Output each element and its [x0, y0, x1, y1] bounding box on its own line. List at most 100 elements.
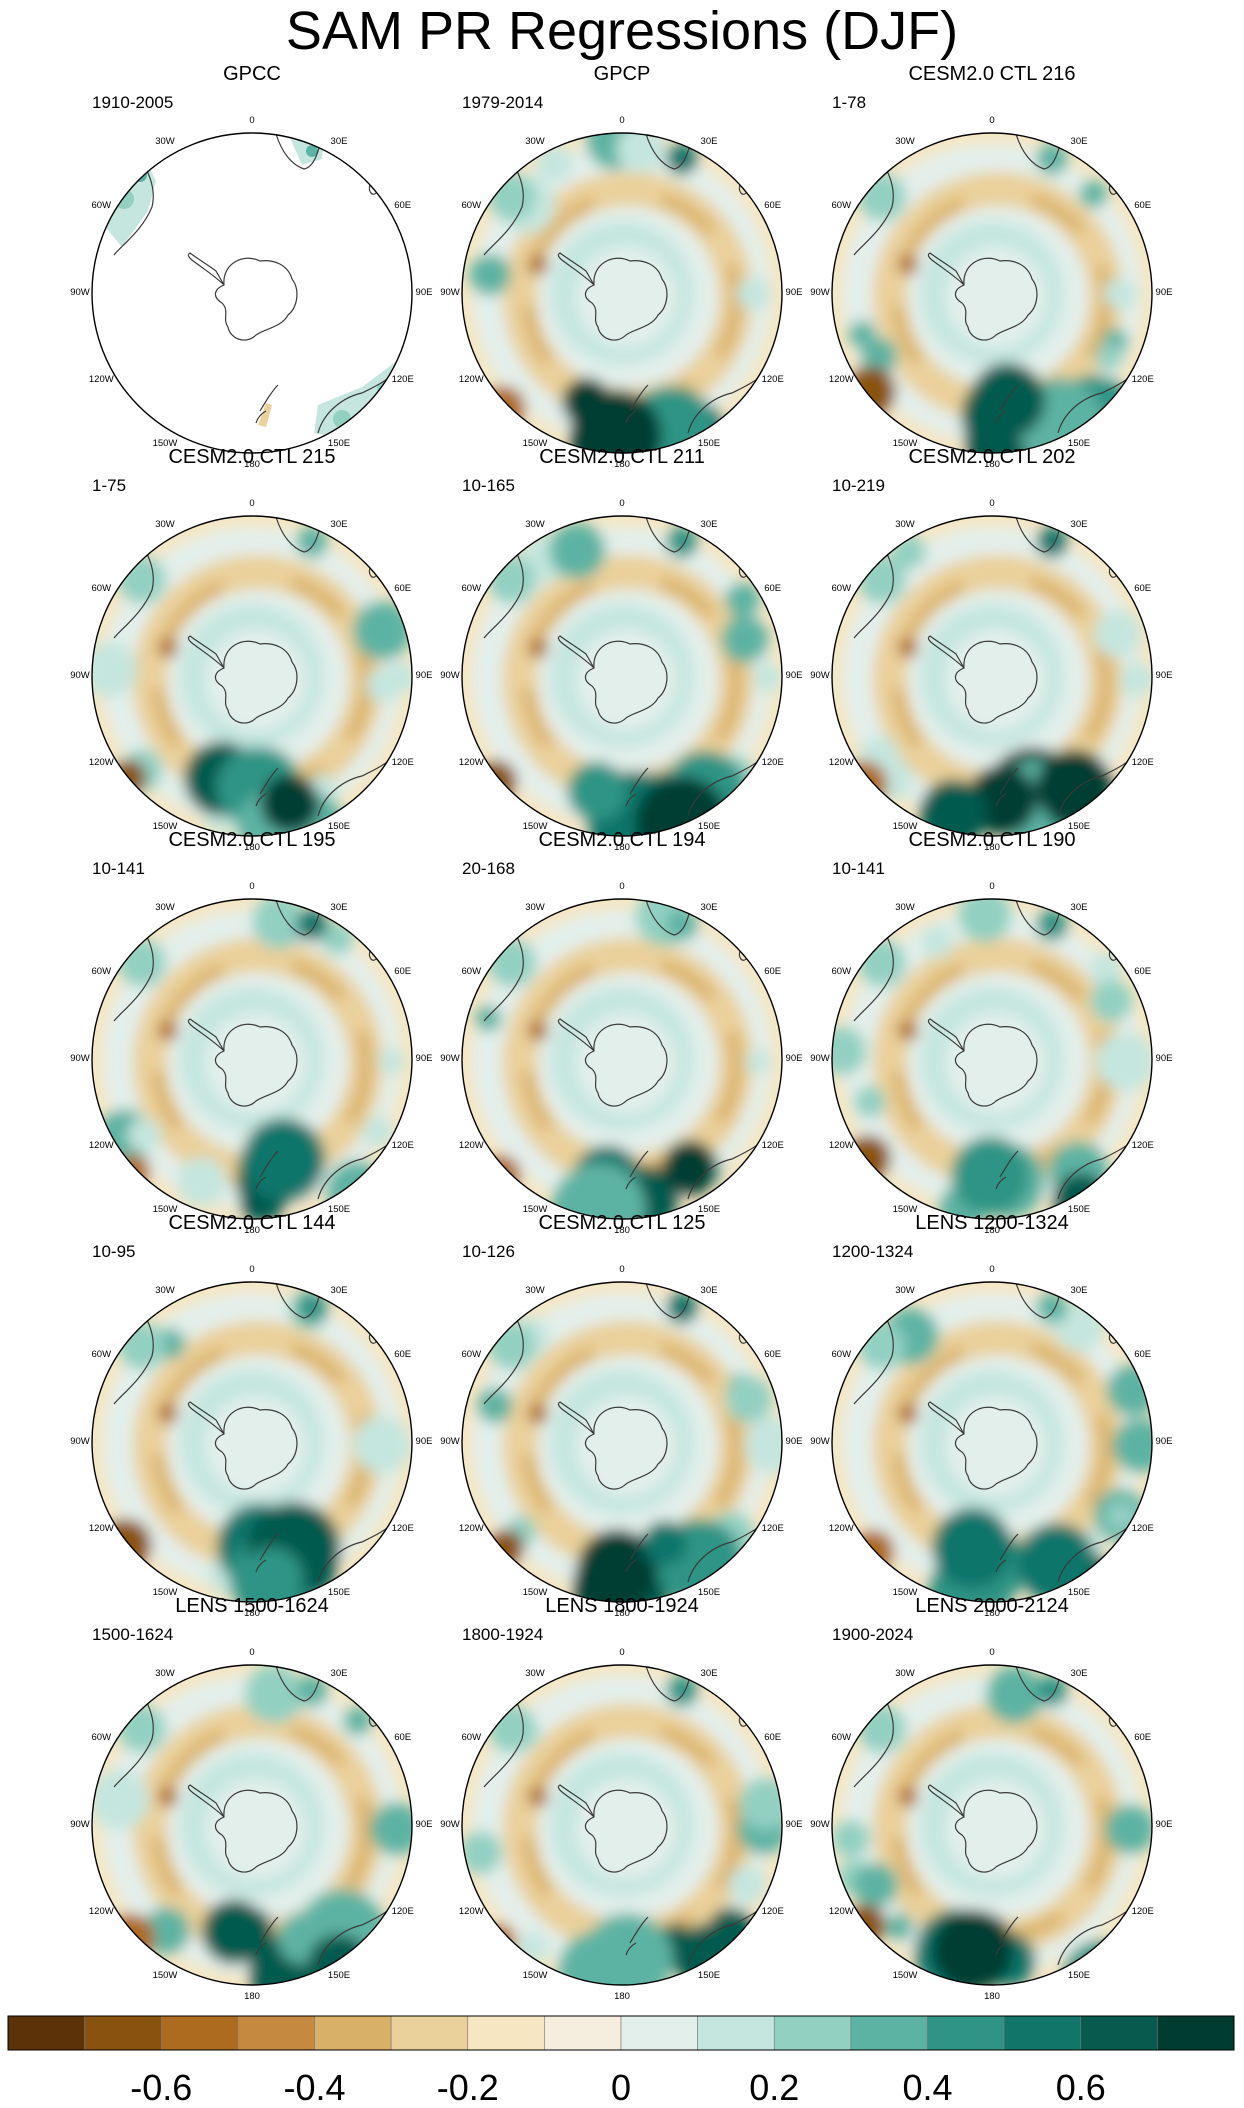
longitude-label: 180: [984, 1225, 1000, 1236]
longitude-label: 30W: [895, 519, 915, 531]
colorbar-swatch: [237, 2015, 315, 2051]
panel-period: 20-168: [462, 859, 515, 878]
longitude-label: 120E: [391, 757, 414, 768]
longitude-label: 120W: [88, 1906, 114, 1917]
map-border: [831, 1664, 1153, 1986]
longitude-label: 150W: [152, 437, 178, 449]
longitude-label: 90E: [1155, 287, 1173, 298]
longitude-label: 30E: [1070, 519, 1088, 531]
longitude-label: 180: [984, 459, 1000, 470]
panel-period: 1500-1624: [92, 1625, 174, 1644]
longitude-label: 120W: [828, 1140, 854, 1151]
longitude-label: 90E: [785, 670, 803, 681]
figure-title: SAM PR Regressions (DJF): [285, 1, 959, 61]
panel-title: CESM2.0 CTL 190: [908, 829, 1076, 851]
longitude-label: 30W: [155, 902, 175, 914]
colorbar-tick-label: 0.4: [902, 2067, 953, 2108]
colorbar-swatch: [390, 2015, 469, 2051]
longitude-label: 90E: [415, 287, 433, 298]
longitude-label: 30W: [155, 136, 175, 148]
longitude-label: 120W: [88, 374, 114, 385]
longitude-label: 0: [249, 115, 255, 126]
colorbar-swatch: [773, 2015, 852, 2051]
colorbar-tick-label: -0.4: [283, 2067, 346, 2108]
longitude-label: 30E: [330, 1668, 348, 1680]
longitude-label: 60E: [394, 1732, 412, 1743]
longitude-label: 90W: [70, 1436, 90, 1447]
longitude-label: 60W: [461, 1732, 482, 1743]
panel-title: GPCP: [593, 63, 651, 85]
longitude-label: 180: [984, 842, 1000, 853]
longitude-label: 180: [614, 1608, 630, 1619]
longitude-label: 90E: [1155, 670, 1173, 681]
longitude-label: 150E: [327, 437, 351, 449]
panel-period: 1800-1924: [462, 1625, 544, 1644]
longitude-label: 90W: [70, 1053, 90, 1064]
longitude-label: 30W: [525, 136, 545, 148]
longitude-label: 120E: [1131, 1523, 1154, 1534]
map-border: [831, 132, 1153, 454]
longitude-label: 30W: [155, 1668, 175, 1680]
longitude-label: 60E: [764, 583, 782, 594]
panel-title: CESM2.0 CTL 211: [539, 446, 705, 468]
colorbar-swatch: [1157, 2015, 1235, 2051]
longitude-label: 150E: [1067, 1203, 1091, 1215]
panel-period: 10-95: [92, 1242, 136, 1261]
longitude-label: 0: [989, 881, 995, 892]
longitude-label: 150W: [892, 1203, 918, 1215]
longitude-label: 90W: [440, 1053, 460, 1064]
panel-title: CESM2.0 CTL 216: [908, 63, 1076, 85]
longitude-label: 150E: [1067, 1586, 1091, 1598]
map-border: [91, 1281, 413, 1603]
longitude-label: 0: [619, 1647, 625, 1658]
map-panel: [91, 1664, 413, 1986]
longitude-label: 30E: [1070, 1668, 1088, 1680]
map-panel: [461, 132, 783, 454]
longitude-label: 90E: [785, 1819, 803, 1830]
panel-period: 1-75: [92, 476, 127, 495]
map-border: [461, 898, 783, 1220]
map-border: [831, 898, 1153, 1220]
map-panel: [461, 898, 783, 1220]
longitude-label: 90E: [1155, 1053, 1173, 1064]
longitude-label: 150E: [327, 820, 351, 832]
panel-title: CESM2.0 CTL 194: [538, 829, 706, 851]
longitude-label: 0: [989, 1647, 995, 1658]
map-border: [91, 515, 413, 837]
map-panel: [461, 1664, 783, 1986]
longitude-label: 0: [249, 498, 255, 509]
longitude-label: 150E: [1067, 820, 1091, 832]
panel-title: CESM2.0 CTL 144: [168, 1212, 336, 1234]
longitude-label: 30E: [1070, 902, 1088, 914]
longitude-label: 30E: [700, 1668, 718, 1680]
panel-period: 1910-2005: [92, 93, 174, 112]
longitude-label: 0: [989, 498, 995, 509]
longitude-label: 60W: [461, 583, 482, 594]
map-border: [831, 1281, 1153, 1603]
panel-title: LENS 1500-1624: [175, 1595, 329, 1617]
panel-title: LENS 2000-2124: [915, 1595, 1069, 1617]
panel-title: CESM2.0 CTL 215: [168, 446, 336, 468]
colorbar-swatch: [467, 2015, 545, 2051]
longitude-label: 60W: [91, 200, 112, 211]
map-panel: [91, 132, 413, 454]
longitude-label: 150W: [892, 820, 918, 832]
longitude-label: 120W: [828, 1906, 854, 1917]
longitude-label: 90W: [70, 1819, 90, 1830]
longitude-label: 150E: [697, 1969, 721, 1981]
longitude-label: 90W: [70, 287, 90, 298]
panel-period: 10-141: [92, 859, 145, 878]
longitude-label: 150E: [327, 1203, 351, 1215]
map-panel: [831, 898, 1153, 1220]
longitude-label: 120E: [761, 757, 784, 768]
longitude-label: 60W: [831, 966, 852, 977]
longitude-label: 30W: [155, 1285, 175, 1297]
longitude-label: 120E: [761, 374, 784, 385]
panel-title: LENS 1200-1324: [915, 1212, 1069, 1234]
longitude-label: 150E: [1067, 1969, 1091, 1981]
map-border: [831, 515, 1153, 837]
map-border: [91, 898, 413, 1220]
colorbar-tick-label: -0.6: [130, 2067, 193, 2108]
longitude-label: 120W: [828, 757, 854, 768]
